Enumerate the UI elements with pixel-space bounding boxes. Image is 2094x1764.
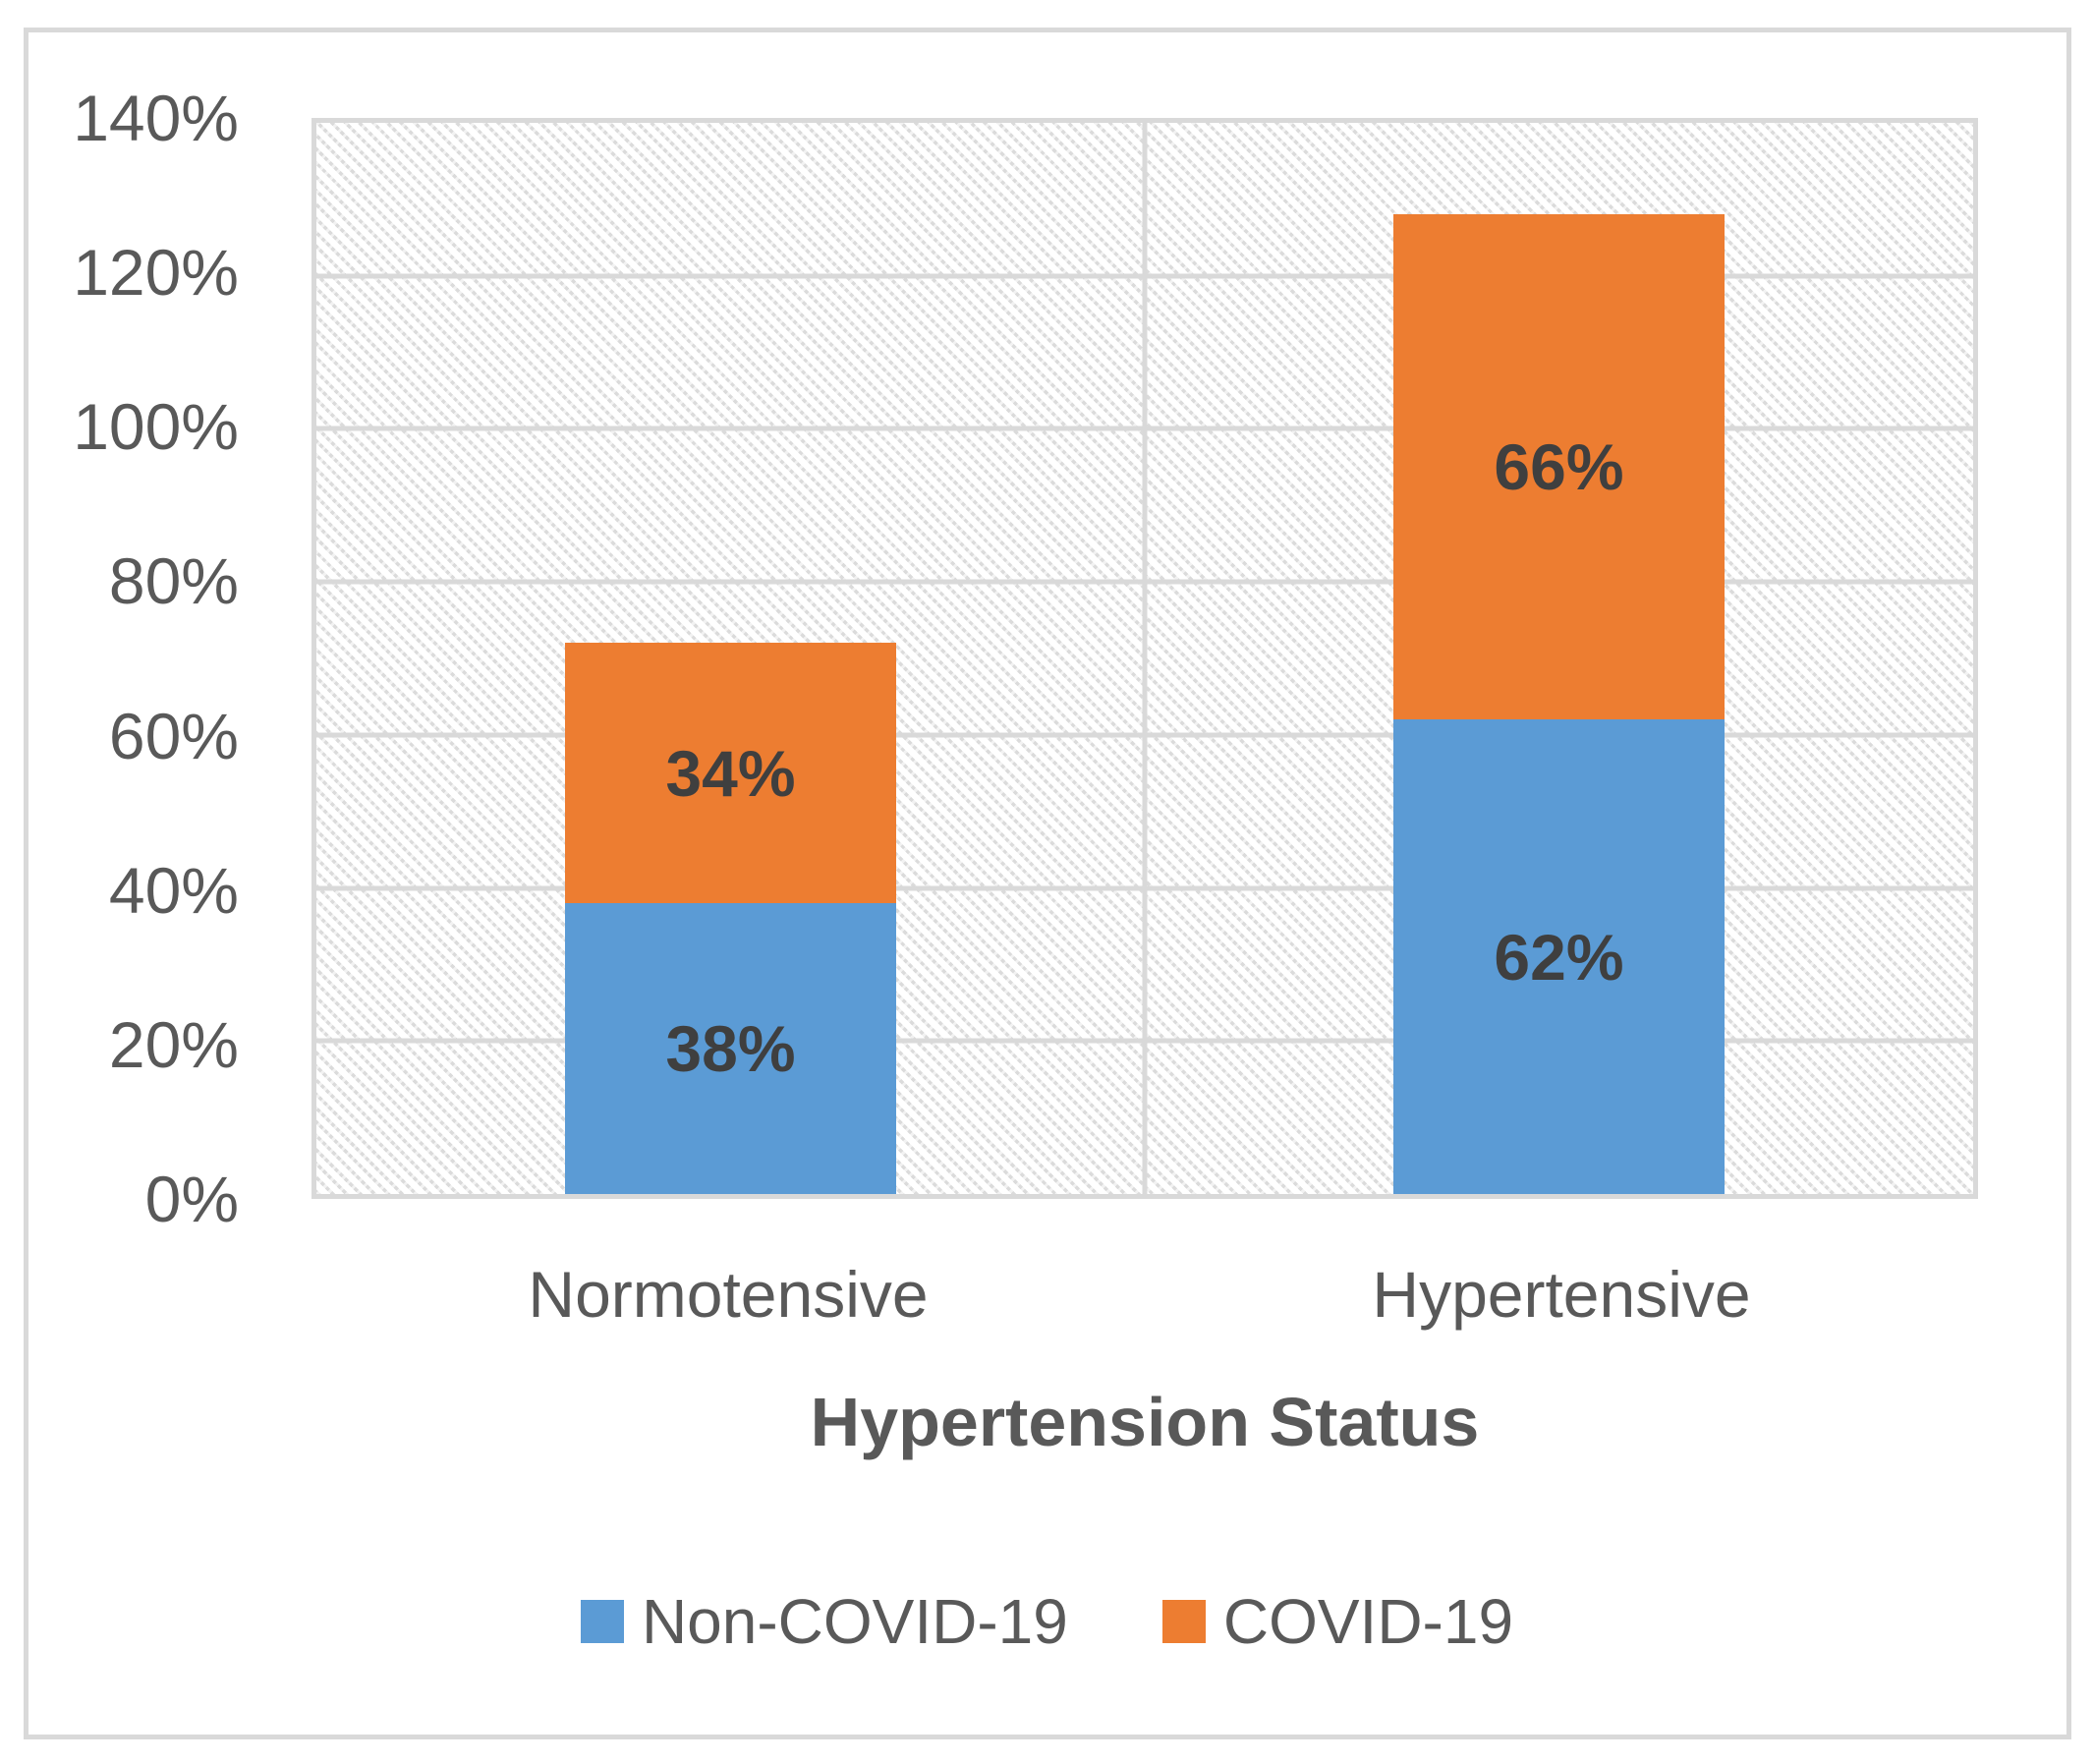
legend-item-covid-19: COVID-19 xyxy=(1161,1586,1514,1657)
data-label-normotensive-non-covid-19: 38% xyxy=(665,1012,796,1086)
bar-normotensive: 38% 34% xyxy=(564,123,897,1194)
legend-item-non-covid-19: Non-COVID-19 xyxy=(580,1586,1068,1657)
data-label-normotensive-covid-19: 34% xyxy=(665,736,796,810)
bar-hypertensive: 62% 66% xyxy=(1392,123,1726,1194)
data-label-hypertensive-covid-19: 66% xyxy=(1494,430,1624,504)
y-tick-label-60: 60% xyxy=(108,699,239,772)
x-axis-title: Hypertension Status xyxy=(810,1384,1480,1460)
y-tick-label-20: 20% xyxy=(108,1007,239,1081)
legend-swatch-covid-19 xyxy=(1161,1600,1206,1643)
x-category-label-normotensive: Normotensive xyxy=(528,1258,929,1331)
legend: Non-COVID-19 COVID-19 xyxy=(0,1578,2094,1665)
plot-area: 38% 34% 62% 66% xyxy=(311,118,1978,1199)
x-category-label-hypertensive: Hypertensive xyxy=(1372,1258,1751,1331)
x-category-labels: Normotensive Hypertensive xyxy=(311,1248,1978,1340)
y-tick-label-80: 80% xyxy=(108,544,239,618)
legend-swatch-non-covid-19 xyxy=(580,1600,624,1643)
legend-label-non-covid-19: Non-COVID-19 xyxy=(641,1586,1068,1657)
y-tick-label-100: 100% xyxy=(73,390,239,464)
legend-label-covid-19: COVID-19 xyxy=(1222,1586,1514,1657)
bar-segment-normotensive-non-covid-19: 38% xyxy=(564,903,897,1194)
y-axis-labels: 0% 20% 40% 60% 80% 100% 120% 140% xyxy=(20,85,239,1231)
y-tick-label-0: 0% xyxy=(144,1163,239,1235)
v-gridline-category-divider xyxy=(1142,123,1148,1194)
y-tick-label-40: 40% xyxy=(108,853,239,927)
y-tick-label-120: 120% xyxy=(73,236,239,310)
data-label-hypertensive-non-covid-19: 62% xyxy=(1494,920,1624,994)
bar-segment-hypertensive-non-covid-19: 62% xyxy=(1392,719,1726,1194)
bar-segment-normotensive-covid-19: 34% xyxy=(564,643,897,904)
y-tick-label-140: 140% xyxy=(73,82,239,154)
bar-segment-hypertensive-covid-19: 66% xyxy=(1392,214,1726,720)
chart-border-frame xyxy=(24,28,2071,1739)
